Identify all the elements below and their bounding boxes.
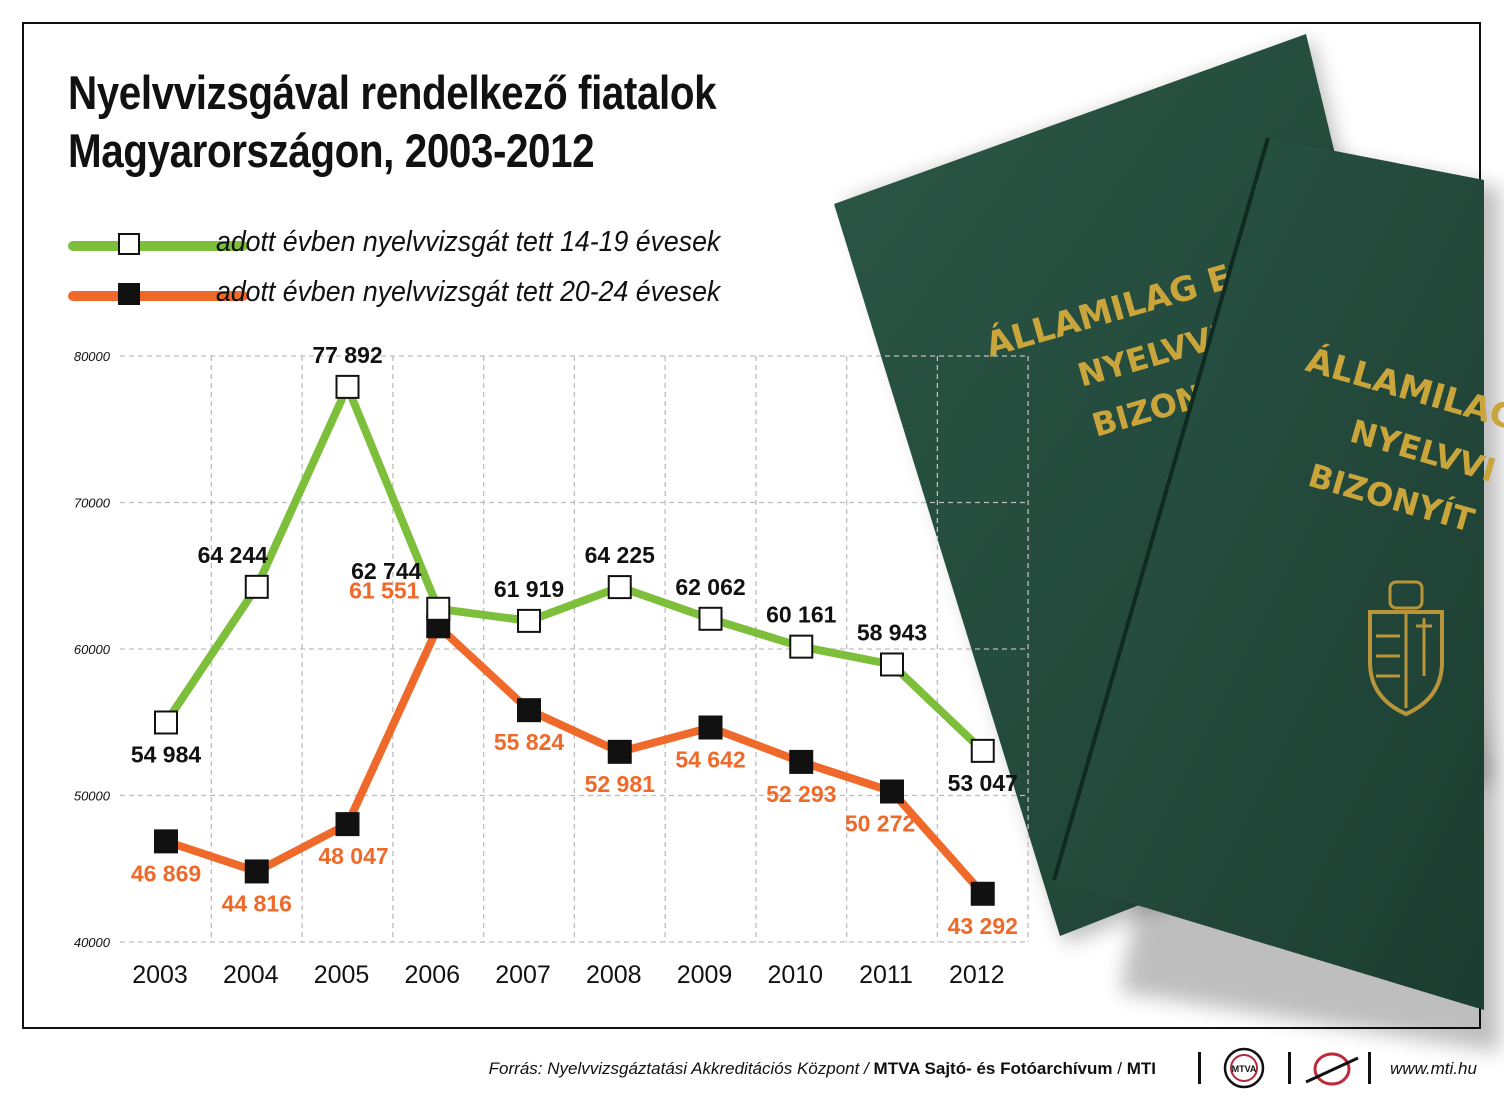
series-line-20-24	[162, 622, 987, 898]
data-point-open-square	[607, 575, 632, 600]
x-tick-label: 2005	[314, 961, 370, 989]
data-label: 77 892	[312, 342, 382, 368]
data-label: 52 981	[585, 771, 656, 797]
chart-grid	[120, 355, 1029, 943]
open-square-marker-icon	[118, 233, 140, 255]
data-label: 43 292	[948, 913, 1018, 939]
data-label: 52 293	[766, 781, 836, 807]
footer-divider	[1288, 1052, 1291, 1084]
source-text: Forrás: Nyelvvizsgáztatási Akkreditációs…	[488, 1059, 869, 1078]
legend-line-orange	[68, 291, 248, 301]
data-point-open-square	[880, 652, 904, 677]
legend-label-20-24: adott évben nyelvvizsgát tett 20-24 éves…	[216, 276, 721, 308]
data-point-open-square	[789, 634, 814, 659]
data-label: 54 984	[131, 741, 202, 767]
data-point-filled-square	[880, 779, 904, 804]
footer: Forrás: Nyelvvizsgáztatási Akkreditációs…	[0, 1047, 1478, 1092]
data-label: 62 744	[351, 558, 422, 584]
data-label: 48 047	[318, 843, 388, 869]
legend-line-green	[68, 241, 248, 251]
y-tick-label: 70000	[74, 496, 111, 511]
data-point-filled-square	[970, 881, 995, 906]
x-tick-label: 2011	[859, 961, 913, 989]
x-tick-label: 2003	[132, 961, 188, 989]
footer-divider	[1198, 1052, 1201, 1084]
series-line-14-19	[162, 382, 987, 755]
x-tick-label: 2004	[223, 961, 279, 989]
data-point-filled-square	[698, 715, 723, 740]
data-label: 60 161	[766, 602, 837, 628]
data-label: 61 919	[494, 576, 564, 602]
data-point-open-square	[970, 738, 995, 763]
title-line-2: Magyarországon, 2003-2012	[68, 124, 595, 177]
language-certificate-booklet: ÁLLAMILAG ELIS NYELVVIZS BIZONYÍT ÁLLAMI…	[834, 34, 1504, 1052]
filled-square-marker-icon	[118, 283, 140, 305]
series-lines	[162, 382, 987, 898]
coat-of-arms-icon	[1368, 580, 1444, 717]
data-point-filled-square	[154, 829, 178, 854]
mtva-logo-icon: MTVA	[1223, 1047, 1265, 1089]
x-axis: 2003 2004 2005 2006 2007 2008 2009 2010 2011 2012	[132, 961, 1004, 989]
website-url: www.mti.hu	[1390, 1059, 1477, 1078]
booklet-front-cover	[1054, 138, 1484, 1010]
data-point-open-square	[154, 710, 178, 735]
x-tick-label: 2007	[495, 961, 551, 989]
data-label: 50 272	[845, 811, 915, 837]
legend-label-14-19: adott évben nyelvvizsgát tett 14-19 éves…	[216, 226, 721, 258]
data-label: 55 824	[494, 729, 565, 755]
data-point-filled-square	[517, 698, 541, 723]
data-point-filled-square	[607, 739, 632, 764]
series-markers	[154, 374, 995, 906]
source-agency: MTI	[1126, 1059, 1156, 1078]
data-point-filled-square	[789, 749, 814, 774]
source-separator: /	[1117, 1059, 1122, 1078]
data-point-open-square	[698, 606, 723, 631]
x-tick-label: 2008	[586, 961, 642, 989]
data-point-open-square	[335, 374, 360, 399]
mti-logo-icon	[1305, 1052, 1359, 1086]
data-labels: 54 984 64 244 77 892 62 744 61 919 64 225 62 0…	[131, 342, 1018, 939]
data-label: 64 244	[198, 542, 269, 568]
mtva-logo-text: MTVA	[1232, 1064, 1257, 1074]
data-label: 44 816	[222, 890, 292, 916]
data-label: 54 642	[675, 746, 745, 772]
data-label: 53 047	[948, 770, 1018, 796]
x-tick-label: 2009	[677, 961, 733, 989]
x-tick-label: 2006	[404, 961, 460, 989]
data-point-filled-square	[244, 859, 269, 884]
footer-divider	[1368, 1052, 1371, 1084]
data-point-open-square	[426, 596, 451, 621]
y-tick-label: 50000	[74, 789, 111, 804]
y-axis: 40000 50000 60000 70000 80000	[74, 349, 111, 950]
page-title: Nyelvvizsgával rendelkező fiatalok Magya…	[68, 64, 717, 180]
y-tick-label: 40000	[74, 935, 111, 950]
title-line-1: Nyelvvizsgával rendelkező fiatalok	[68, 66, 717, 119]
y-tick-label: 80000	[74, 349, 111, 364]
x-tick-label: 2010	[767, 961, 823, 989]
y-tick-label: 60000	[74, 642, 111, 657]
data-label: 61 551	[349, 577, 420, 603]
data-point-open-square	[244, 574, 269, 599]
x-tick-label: 2012	[949, 961, 1005, 989]
source-credit: Forrás: Nyelvvizsgáztatási Akkreditációs…	[489, 1059, 1156, 1079]
data-label: 58 943	[857, 619, 927, 645]
data-point-open-square	[517, 608, 541, 633]
data-label: 46 869	[131, 860, 201, 886]
source-archive: MTVA Sajtó- és Fotóarchívum	[873, 1059, 1113, 1078]
data-point-filled-square	[335, 812, 360, 837]
data-label: 64 225	[585, 542, 656, 568]
data-label: 62 062	[675, 574, 745, 600]
